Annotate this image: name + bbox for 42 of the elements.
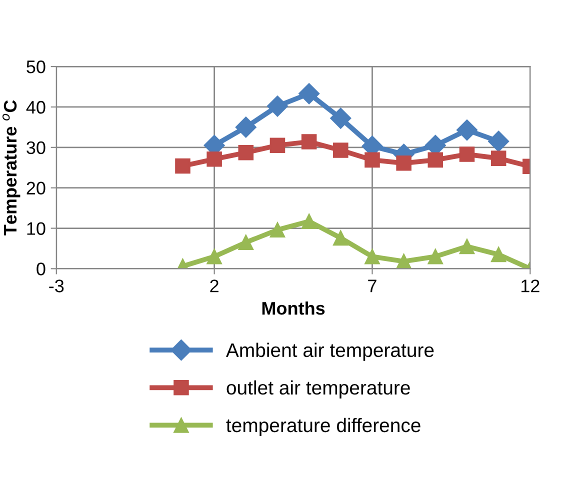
point <box>175 158 190 174</box>
point <box>459 238 475 254</box>
point <box>266 96 288 117</box>
point <box>301 134 317 150</box>
point <box>364 152 380 168</box>
point <box>298 83 320 104</box>
point <box>330 108 352 129</box>
point <box>459 146 475 162</box>
legend-label: Ambient air temperature <box>226 342 434 361</box>
point <box>428 152 444 168</box>
y-tick-label: 30 <box>26 141 46 154</box>
point <box>206 248 222 264</box>
point <box>490 246 506 262</box>
point <box>238 145 254 160</box>
point <box>333 142 348 158</box>
point <box>396 254 412 269</box>
point <box>488 130 510 152</box>
y-tick-label: 20 <box>26 182 46 195</box>
x-tick-label: 2 <box>210 280 218 292</box>
y-tick-label: 50 <box>26 60 46 74</box>
point <box>235 116 256 138</box>
y-axis-title: Temperature $^{o}$C <box>2 100 20 236</box>
point <box>364 248 380 264</box>
point <box>456 120 478 141</box>
point <box>333 230 348 246</box>
point <box>428 248 444 264</box>
y-tick-label: 0 <box>36 262 46 276</box>
point <box>270 222 286 238</box>
x-tick-label: -3 <box>49 280 64 292</box>
point <box>270 138 286 154</box>
y-tick-label: 10 <box>27 222 46 235</box>
point <box>396 156 412 171</box>
point <box>238 234 254 250</box>
x-tick-label: 12 <box>521 280 540 292</box>
point <box>490 150 506 166</box>
legend-label: temperature difference <box>226 418 420 436</box>
x-axis-title: Months <box>262 301 325 315</box>
point <box>301 214 317 230</box>
legend-label: outlet air temperature <box>226 380 410 398</box>
y-tick-label: 40 <box>26 100 46 114</box>
point <box>206 151 222 167</box>
x-tick-label: 7 <box>368 280 376 292</box>
